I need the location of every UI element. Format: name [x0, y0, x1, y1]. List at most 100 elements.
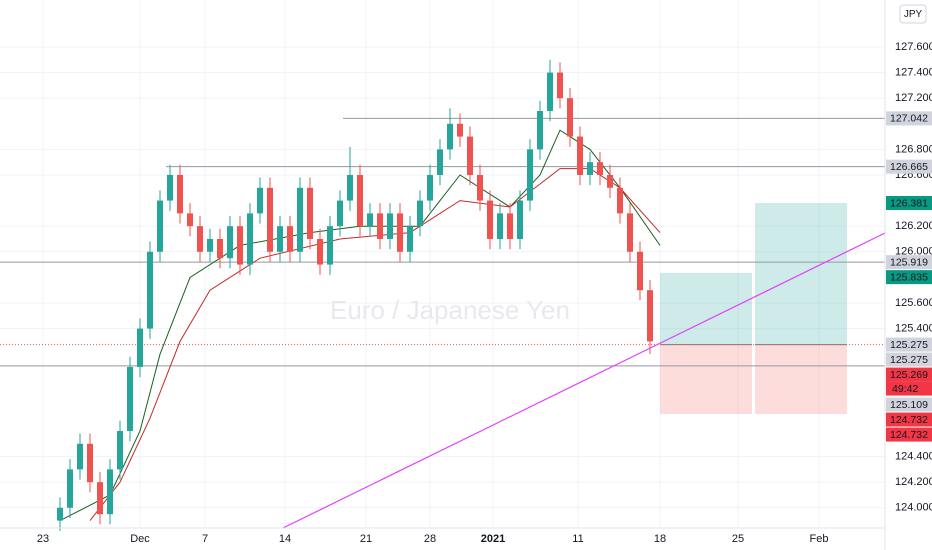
candle-body: [307, 187, 313, 239]
currency-button[interactable]: [899, 4, 927, 24]
price-badge-label: 125.269: [890, 369, 928, 381]
candle-body: [607, 174, 613, 188]
price-badge-label: 125.109: [890, 399, 928, 411]
candle-body: [237, 226, 243, 265]
candle-body: [327, 226, 333, 265]
price-badge-label: 125.919: [890, 256, 928, 268]
watermark: Euro / Japanese Yen: [330, 295, 570, 325]
price-badge: [886, 427, 932, 442]
price-badge-label: 125.835: [890, 271, 928, 283]
candle-body: [477, 174, 483, 201]
candle-body: [297, 187, 303, 252]
x-tick-label: 11: [572, 533, 583, 545]
candle-body: [197, 226, 203, 252]
candle-body: [77, 443, 83, 470]
y-tick-label: 125.600: [895, 297, 932, 309]
candle-body: [227, 226, 233, 259]
candle-body: [207, 238, 213, 252]
countdown-label: 49:42: [892, 383, 918, 395]
y-tick-label: 125.400: [895, 322, 932, 334]
candle-body: [137, 328, 143, 367]
candle-body: [437, 149, 443, 175]
y-tick-label: 127.600: [895, 41, 932, 53]
candle-body: [567, 98, 573, 137]
candle-body: [467, 136, 473, 175]
candle-body: [377, 213, 383, 239]
candle-body: [497, 213, 503, 239]
moving-average: [89, 168, 661, 521]
x-tick-label: 23: [37, 533, 49, 545]
candle-body: [407, 226, 413, 252]
candle-body: [627, 213, 633, 252]
axes: 124.000 124.200 124.400 125.400 125.600 126.0…: [37, 41, 932, 545]
candle-body: [257, 187, 263, 214]
x-tick-label: 28: [424, 533, 436, 545]
candle-body: [127, 366, 133, 431]
y-tick-label: 126.800: [895, 143, 932, 155]
price-badge-label: 125.275: [890, 354, 928, 366]
y-tick-label: 126.200: [895, 220, 932, 232]
candle-body: [517, 200, 523, 239]
price-badge: [886, 270, 932, 285]
candle-body: [507, 213, 513, 239]
profit-zone: [660, 272, 752, 345]
candle-body: [597, 162, 603, 175]
price-badge-label: 125.275: [890, 339, 928, 351]
trendline: [282, 232, 886, 529]
candle-body: [57, 507, 63, 521]
candle-body: [167, 174, 173, 201]
candle-body: [447, 123, 453, 150]
candle-body: [557, 72, 563, 99]
candle-body: [397, 213, 403, 252]
price-badge-label: 124.732: [890, 429, 928, 441]
currency-label: JPY: [904, 9, 923, 20]
candle-body: [317, 238, 323, 265]
candle-body: [217, 238, 223, 259]
candle-body: [177, 174, 183, 214]
x-tick-label: Feb: [810, 533, 829, 545]
candle-body: [337, 200, 343, 227]
y-tick-label: 124.200: [895, 476, 932, 488]
candle-body: [587, 162, 593, 175]
loss-zone: [660, 344, 752, 415]
y-tick-label: 124.400: [895, 450, 932, 462]
candle-body: [617, 187, 623, 214]
candle-body: [637, 251, 643, 291]
candle-body: [387, 213, 393, 239]
price-badge: [886, 159, 932, 174]
candle-body: [347, 174, 353, 201]
price-badge: [886, 352, 932, 367]
candle-body: [537, 110, 543, 150]
x-tick-label: 2021: [481, 533, 505, 545]
candle-body: [417, 200, 423, 227]
price-badge: [886, 367, 932, 382]
candle-body: [107, 469, 113, 515]
candle-body: [187, 213, 193, 227]
candle-body: [97, 482, 103, 515]
price-badge: [886, 397, 932, 412]
candle-body: [527, 149, 533, 201]
price-badge: [886, 111, 932, 126]
y-tick-label: 127.400: [895, 66, 932, 78]
candle-body: [277, 226, 283, 252]
candle-body: [547, 72, 553, 111]
candle-body: [577, 136, 583, 175]
candle-body: [367, 213, 373, 227]
candle-body: [457, 123, 463, 137]
candle-body: [647, 290, 653, 342]
price-badge-label: 126.381: [890, 197, 928, 209]
candle-body: [267, 187, 273, 252]
x-tick-label: 18: [654, 533, 666, 545]
candle-body: [157, 200, 163, 252]
candle-body: [487, 200, 493, 239]
x-tick-label: 14: [279, 533, 291, 545]
candle-body: [247, 213, 253, 265]
y-tick-label: 124.000: [895, 502, 932, 514]
x-tick-label: 21: [360, 533, 372, 545]
candle-body: [427, 174, 433, 201]
price-badge: [886, 196, 932, 211]
candle-body: [147, 251, 153, 329]
candle-body: [67, 469, 73, 508]
